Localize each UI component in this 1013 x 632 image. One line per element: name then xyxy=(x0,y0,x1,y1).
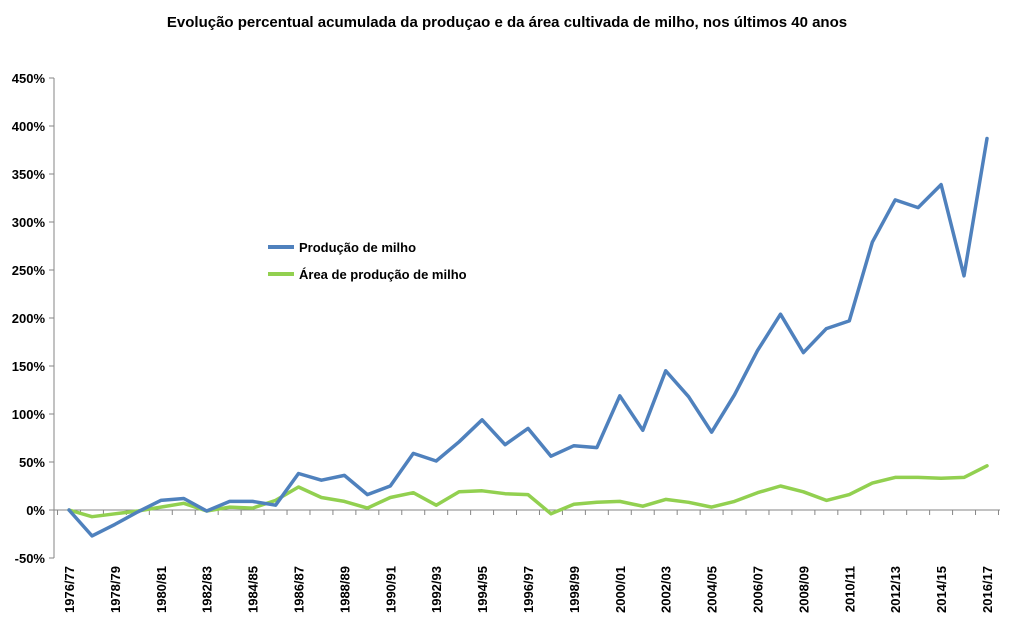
y-tick-label: 0% xyxy=(26,503,45,518)
x-tick-label: 1976/77 xyxy=(62,566,77,613)
legend: Produção de milho Área de produção de mil… xyxy=(268,240,467,282)
x-tick-label: 2000/01 xyxy=(613,566,628,613)
x-tick-label: 2008/09 xyxy=(796,566,811,613)
y-tick-label: 150% xyxy=(12,359,46,374)
x-tick-label: 1978/79 xyxy=(108,566,123,613)
x-tick-label: 1984/85 xyxy=(246,566,261,613)
y-tick-label: 250% xyxy=(12,263,46,278)
x-tick-label: 2016/17 xyxy=(980,566,995,613)
series-line xyxy=(67,136,989,538)
x-tick-label: 1998/99 xyxy=(567,566,582,613)
x-tick-label: 1980/81 xyxy=(154,566,169,613)
y-tick-label: 450% xyxy=(12,71,46,86)
y-tick-label: 300% xyxy=(12,215,46,230)
y-axis: -50% 0% 50% 100% 150% 200% 250% 300% 350% 400% 450… xyxy=(12,71,55,566)
x-tick-label: 1990/91 xyxy=(383,566,398,613)
x-tick-label: 2012/13 xyxy=(888,566,903,613)
x-tick-label: 1982/83 xyxy=(200,566,215,613)
x-tick-label: 2002/03 xyxy=(659,566,674,613)
x-tick-label: 2014/15 xyxy=(934,566,949,613)
series-lines xyxy=(67,136,989,538)
y-tick-label: 200% xyxy=(12,311,46,326)
legend-label: Área de produção de milho xyxy=(299,267,467,282)
x-tick-label: 2004/05 xyxy=(705,566,720,613)
y-tick-label: 50% xyxy=(19,455,45,470)
legend-label: Produção de milho xyxy=(299,240,416,255)
y-tick-label: 400% xyxy=(12,119,46,134)
x-tick-label: 1986/87 xyxy=(292,566,307,613)
y-tick-label: 350% xyxy=(12,167,46,182)
x-tick-label: 2010/11 xyxy=(842,566,857,612)
series-line xyxy=(67,464,989,519)
y-tick-label: 100% xyxy=(12,407,46,422)
x-tick-label: 1992/93 xyxy=(429,566,444,613)
y-tick-label: -50% xyxy=(15,551,46,566)
x-tick-label: 2006/07 xyxy=(751,566,766,613)
x-tick-label: 1996/97 xyxy=(521,566,536,613)
x-tick-label: 1994/95 xyxy=(475,566,490,613)
chart-title: Evolução percentual acumulada da produça… xyxy=(167,14,847,31)
x-axis: 1976/77 1978/79 1980/81 1982/83 1984/85 1986/… xyxy=(54,509,1000,613)
x-tick-label: 1988/89 xyxy=(337,566,352,613)
